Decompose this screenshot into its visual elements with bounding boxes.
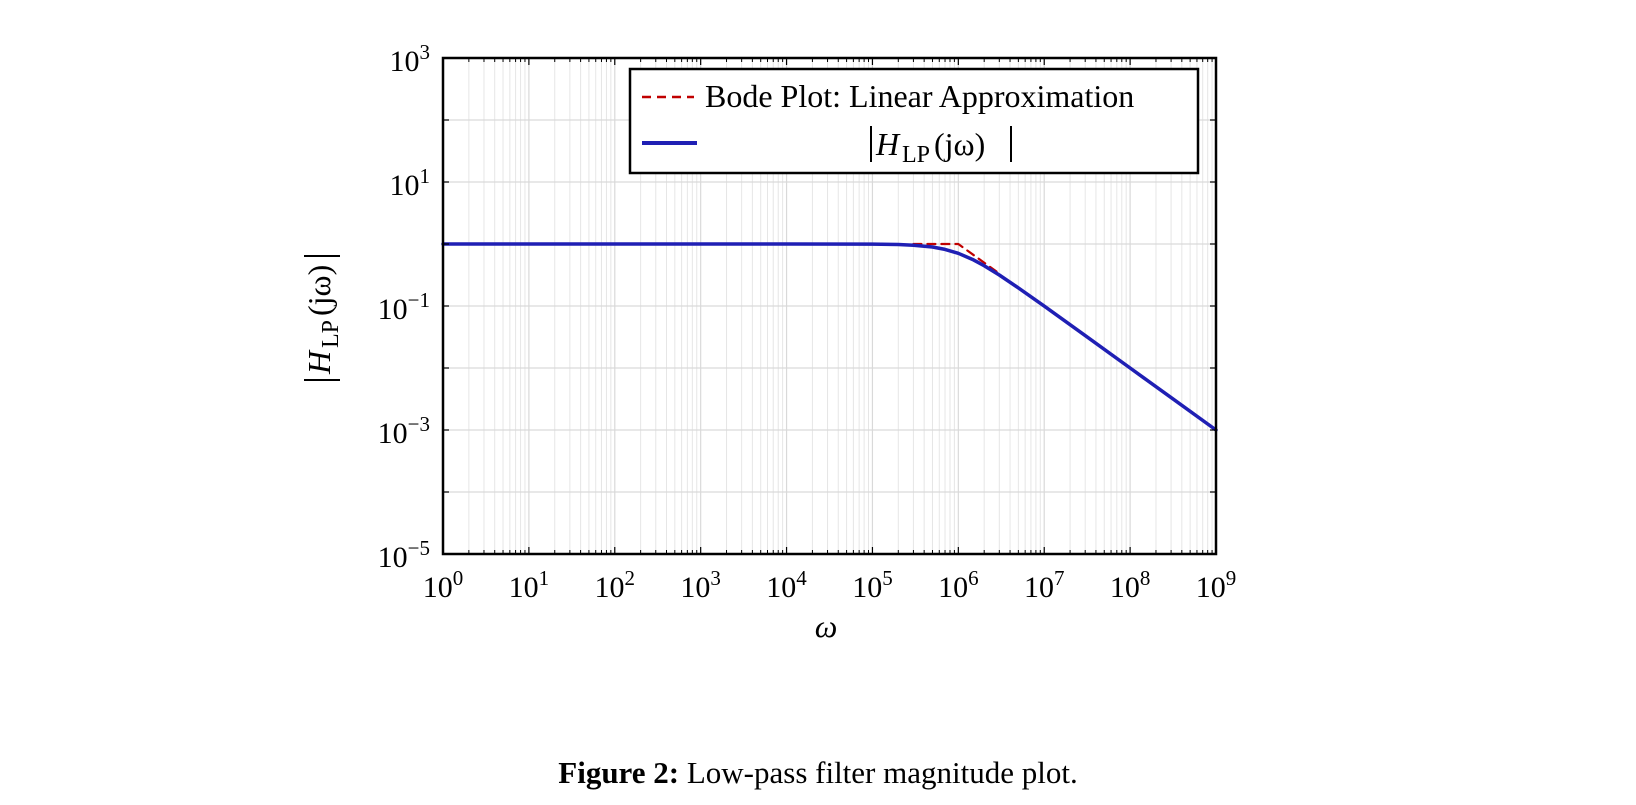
y-tick-label: 10−1 <box>378 288 430 326</box>
y-tick-label: 103 <box>390 40 431 78</box>
y-tick-label: 101 <box>390 164 431 202</box>
x-tick-label: 100 <box>423 566 464 604</box>
x-tick-label: 105 <box>852 566 893 604</box>
x-tick-label: 101 <box>509 566 550 604</box>
x-axis-label: ω <box>815 608 838 644</box>
svg-text:LP: LP <box>902 142 930 168</box>
x-tick-label: 108 <box>1110 566 1151 604</box>
x-tick-label: 106 <box>938 566 979 604</box>
caption-text: Low-pass filter magnitude plot. <box>686 755 1078 790</box>
svg-text:H: H <box>875 126 901 162</box>
x-tick-label: 104 <box>766 566 807 604</box>
legend: Bode Plot: Linear Approximation H LP (jω… <box>628 67 1200 175</box>
x-tick-label: 103 <box>680 566 721 604</box>
x-tick-label: 109 <box>1196 566 1237 604</box>
y-axis-label-arg: (jω) <box>301 265 337 316</box>
x-tick-label: 107 <box>1024 566 1065 604</box>
svg-text:(jω): (jω) <box>934 126 985 162</box>
y-axis-label-h: H <box>301 349 337 375</box>
tick-labels: 100 101 102 103 104 105 106 107 108 109 10−5 10−3 10… <box>378 40 1237 604</box>
series-line-hlp <box>441 242 1218 432</box>
legend-label-linear-approx: Bode Plot: Linear Approximation <box>705 78 1134 114</box>
chart-svg: 100 101 102 103 104 105 106 107 108 109 10−5 10−3 10… <box>301 40 1237 644</box>
figure-caption: Figure 2: Low-pass filter magnitude plot… <box>0 757 1636 788</box>
y-axis-label-sub: LP <box>318 320 344 348</box>
y-tick-label: 10−5 <box>378 536 430 574</box>
series-layer <box>441 242 1218 432</box>
x-tick-label: 102 <box>595 566 636 604</box>
legend-box <box>628 67 1200 175</box>
series-line-linear-approx <box>912 242 1001 275</box>
y-tick-label: 10−3 <box>378 412 430 450</box>
legend-label-hlp: H LP (jω) <box>870 126 1012 168</box>
caption-label: Figure 2: <box>558 755 680 790</box>
tick-marks <box>442 57 1217 555</box>
y-axis-label: H LP (jω) <box>301 255 344 381</box>
